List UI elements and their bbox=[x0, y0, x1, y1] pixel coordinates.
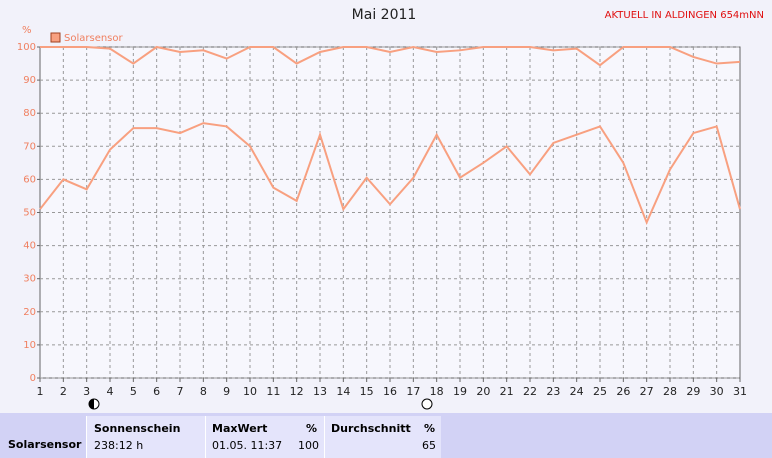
x-tick-label: 14 bbox=[336, 385, 350, 398]
x-tick-label: 12 bbox=[290, 385, 304, 398]
x-tick-label: 21 bbox=[500, 385, 514, 398]
x-tick-label: 16 bbox=[383, 385, 397, 398]
x-tick-label: 27 bbox=[640, 385, 654, 398]
x-tick-label: 7 bbox=[177, 385, 184, 398]
x-tick-label: 20 bbox=[476, 385, 490, 398]
header: MaxWert bbox=[212, 422, 268, 435]
x-tick-label: 4 bbox=[107, 385, 114, 398]
x-tick-label: 28 bbox=[663, 385, 677, 398]
x-tick-label: 23 bbox=[546, 385, 560, 398]
legend-swatch bbox=[50, 32, 61, 43]
x-tick-label: 8 bbox=[200, 385, 207, 398]
x-tick-label: 3 bbox=[83, 385, 90, 398]
y-tick-label: 100 bbox=[17, 42, 36, 53]
x-tick-label: 25 bbox=[593, 385, 607, 398]
y-tick-label: 20 bbox=[23, 307, 36, 318]
moon-icon bbox=[421, 398, 433, 410]
y-tick-label: 0 bbox=[30, 373, 36, 384]
y-axis-label: % bbox=[22, 25, 32, 36]
row-label: Solarsensor bbox=[8, 438, 82, 451]
x-tick-label: 2 bbox=[60, 385, 67, 398]
x-tick-label: 19 bbox=[453, 385, 467, 398]
y-tick-label: 50 bbox=[23, 208, 36, 219]
y-tick-label: 60 bbox=[23, 174, 36, 185]
value: 100 bbox=[298, 439, 319, 452]
station-label: AKTUELL IN ALDINGEN 654mNN bbox=[605, 10, 764, 21]
series-line bbox=[39, 122, 741, 226]
x-tick-label: 13 bbox=[313, 385, 327, 398]
value: 238:12 h bbox=[94, 439, 144, 452]
x-tick-label: 29 bbox=[686, 385, 700, 398]
x-tick-label: 6 bbox=[153, 385, 160, 398]
y-tick-label: 10 bbox=[23, 340, 36, 351]
header: Sonnenschein bbox=[94, 422, 181, 435]
x-tick-label: 11 bbox=[266, 385, 280, 398]
x-tick-label: 15 bbox=[360, 385, 374, 398]
y-tick-label: 70 bbox=[23, 141, 36, 152]
chart: Mai 2011 AKTUELL IN ALDINGEN 654mNN % So… bbox=[17, 7, 764, 410]
x-tick-label: 18 bbox=[430, 385, 444, 398]
x-tick-label: 30 bbox=[710, 385, 724, 398]
y-tick-label: 80 bbox=[23, 108, 36, 119]
y-tick-label: 40 bbox=[23, 241, 36, 252]
x-tick-label: 31 bbox=[733, 385, 747, 398]
moon-icon bbox=[89, 399, 94, 409]
summary-panel: Solarsensor Sonnenschein 238:12 h MaxWer… bbox=[0, 413, 772, 458]
x-tick-label: 17 bbox=[406, 385, 420, 398]
header: Durchschnitt bbox=[331, 422, 411, 435]
y-tick-label: 30 bbox=[23, 274, 36, 285]
value: 01.05. 11:37 bbox=[212, 439, 283, 452]
x-tick-label: 9 bbox=[223, 385, 230, 398]
chart-title: Mai 2011 bbox=[352, 7, 417, 23]
series-line bbox=[40, 45, 741, 67]
cell bbox=[86, 416, 205, 458]
cell bbox=[205, 416, 324, 458]
x-tick-label: 24 bbox=[570, 385, 584, 398]
y-tick-label: 90 bbox=[23, 75, 36, 86]
unit: % bbox=[424, 422, 436, 435]
x-tick-label: 5 bbox=[130, 385, 137, 398]
x-tick-label: 1 bbox=[37, 385, 44, 398]
cell bbox=[324, 416, 441, 458]
x-tick-label: 26 bbox=[616, 385, 630, 398]
legend-label: Solarsensor bbox=[64, 33, 124, 44]
x-tick-label: 22 bbox=[523, 385, 537, 398]
value: 65 bbox=[422, 439, 436, 452]
unit: % bbox=[306, 422, 318, 435]
x-tick-label: 10 bbox=[243, 385, 257, 398]
